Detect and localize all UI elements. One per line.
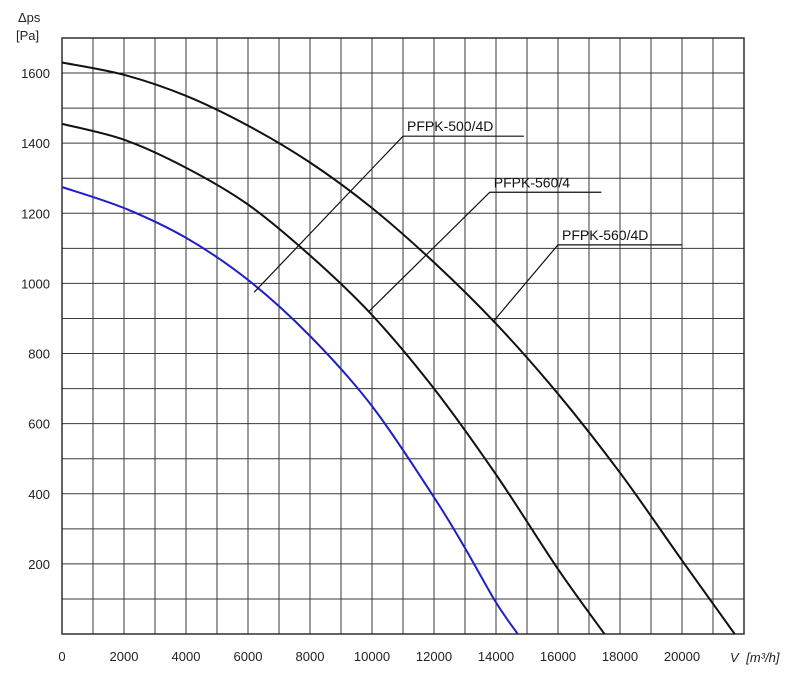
leader-line-pfpk-560-4 [368, 191, 602, 312]
x-tick-label: 4000 [172, 649, 201, 664]
x-tick-label: 6000 [234, 649, 263, 664]
y-tick-label: 1600 [21, 66, 50, 81]
x-tick-label: 12000 [416, 649, 452, 664]
x-tick-label: 2000 [110, 649, 139, 664]
series-group [61, 61, 736, 635]
curve-labels: PFPK-500/4D PFPK-560/4 PFPK-560/4D [253, 118, 682, 323]
series-line-pfpk-560-4d [61, 61, 736, 635]
x-tick-label: 20000 [664, 649, 700, 664]
plot-border [61, 37, 745, 635]
y-tick-label: 1200 [21, 206, 50, 221]
x-tick-label: 8000 [296, 649, 325, 664]
y-tick-label: 400 [28, 487, 50, 502]
x-tick-label: 18000 [602, 649, 638, 664]
y-axis-label-symbol: Δps [18, 10, 41, 25]
y-tick-label: 1000 [21, 276, 50, 291]
x-tick-label: 16000 [540, 649, 576, 664]
x-axis-label-unit: [m³/h] [745, 650, 780, 665]
leader-line-pfpk-500-4d [253, 135, 524, 293]
grid [61, 37, 745, 635]
series-line-pfpk-500-4d [61, 186, 519, 635]
curve-label-pfpk-500-4d: PFPK-500/4D [407, 118, 493, 134]
x-tick-label: 14000 [478, 649, 514, 664]
leader-line-pfpk-560-4d [492, 244, 682, 323]
axes: 0 2000 4000 6000 8000 10000 12000 14000 16000 180… [21, 37, 745, 664]
x-axis-label: V [m³/h] [730, 650, 780, 665]
y-axis-label-unit: [Pa] [16, 28, 39, 43]
series-line-pfpk-560-4 [61, 122, 606, 635]
y-tick-label: 200 [28, 557, 50, 572]
x-axis-label-symbol: V [730, 650, 740, 665]
y-tick-label: 600 [28, 417, 50, 432]
curve-label-pfpk-560-4: PFPK-560/4 [494, 174, 570, 190]
y-tick-label: 1400 [21, 136, 50, 151]
x-tick-label: 10000 [354, 649, 390, 664]
x-tick-label: 0 [58, 649, 65, 664]
curve-label-pfpk-560-4d: PFPK-560/4D [562, 227, 648, 243]
y-tick-label: 800 [28, 347, 50, 362]
